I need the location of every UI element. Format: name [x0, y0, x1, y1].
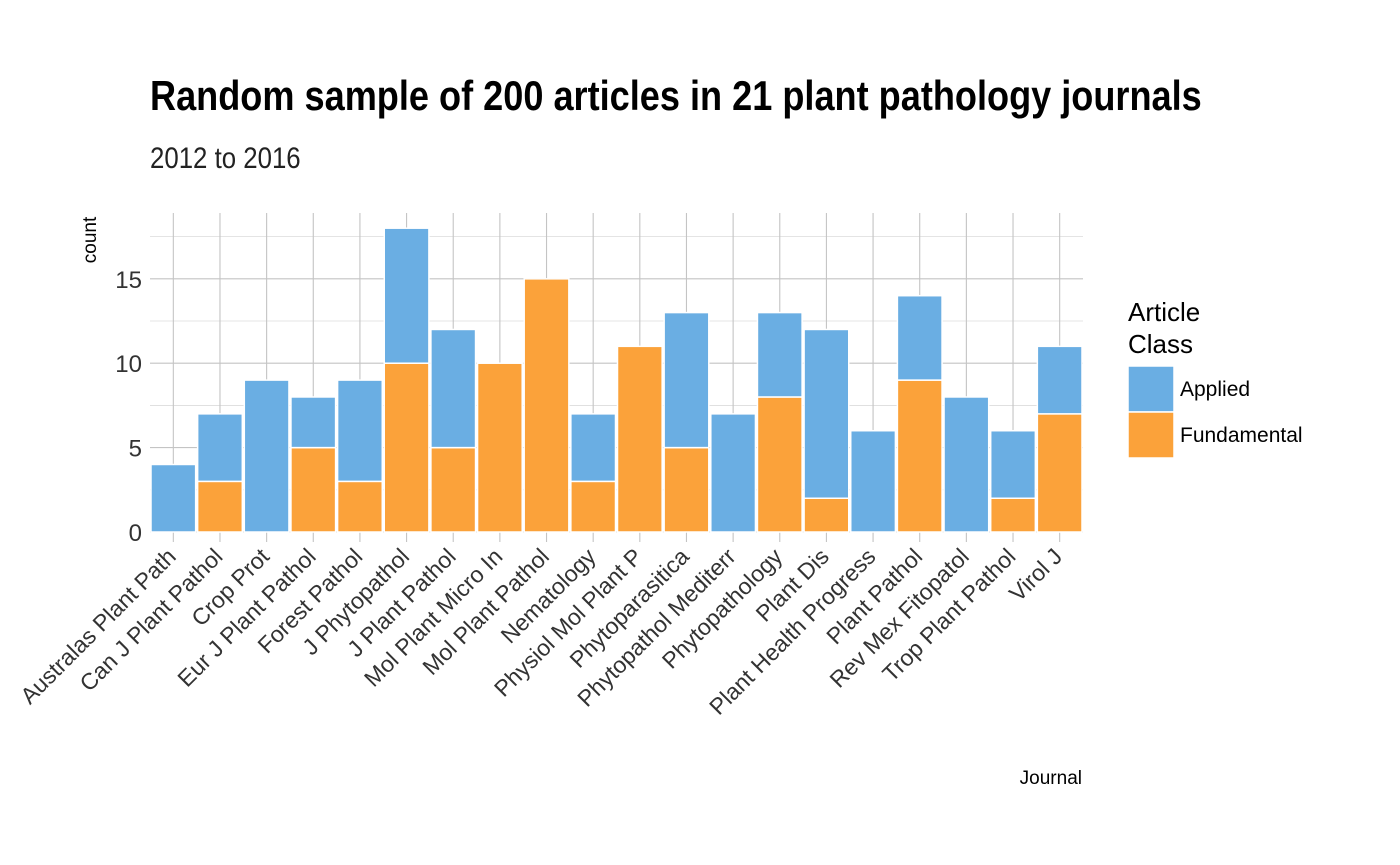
legend-label-fundamental: Fundamental — [1180, 424, 1303, 447]
bar-fundamental — [290, 446, 337, 533]
bar-fundamental — [756, 396, 803, 533]
y-tick-label: 5 — [129, 436, 142, 463]
legend-title-line-2: Class — [1128, 329, 1193, 359]
y-tick-label: 0 — [129, 520, 142, 547]
bar-applied — [943, 396, 990, 533]
legend: Article Class Applied Fundamental — [1127, 297, 1303, 459]
chart-subtitle: 2012 to 2016 — [150, 142, 301, 175]
bar-applied — [150, 463, 197, 533]
bar-applied — [663, 311, 710, 449]
bar-applied — [803, 328, 850, 499]
bar-applied — [196, 413, 244, 483]
bar-applied — [710, 413, 757, 533]
y-tick-label: 15 — [115, 267, 142, 294]
bar-fundamental — [523, 278, 570, 533]
bar-fundamental — [989, 497, 1037, 533]
y-tick-labels: 0 5 10 15 — [115, 267, 142, 547]
bar-fundamental — [803, 497, 850, 533]
legend-title-line-1: Article — [1128, 297, 1200, 327]
bar-fundamental — [896, 379, 943, 533]
bar-fundamental — [196, 480, 244, 533]
bar-applied — [896, 294, 943, 381]
bar-fundamental — [570, 480, 617, 533]
bar-fundamental — [616, 345, 663, 533]
bar-applied — [290, 396, 337, 449]
bar-fundamental — [430, 446, 477, 533]
legend-items: Applied Fundamental — [1127, 365, 1303, 459]
bar-applied — [989, 429, 1037, 499]
x-axis-title: Journal — [1020, 768, 1082, 789]
bars — [150, 227, 1083, 533]
bar-applied — [243, 379, 290, 533]
legend-key-applied — [1127, 365, 1175, 413]
gridlines — [150, 213, 1083, 542]
y-axis-title: count — [80, 216, 101, 263]
x-tick-label: Virol J — [1004, 543, 1067, 606]
bar-fundamental — [1036, 413, 1083, 533]
bar-applied — [383, 227, 430, 364]
bar-fundamental — [336, 480, 384, 533]
legend-key-fundamental — [1127, 411, 1175, 459]
chart-title: Random sample of 200 articles in 21 plan… — [150, 72, 1202, 119]
bar-applied — [1036, 345, 1083, 415]
bar-fundamental — [476, 362, 523, 533]
bar-fundamental — [663, 446, 710, 533]
bar-applied — [570, 413, 617, 483]
bar-applied — [850, 429, 897, 533]
bar-applied — [336, 379, 384, 483]
bar-fundamental — [383, 362, 430, 533]
bar-applied — [430, 328, 477, 449]
legend-label-applied: Applied — [1180, 378, 1250, 401]
y-tick-label: 10 — [115, 351, 142, 378]
bar-applied — [756, 311, 803, 398]
